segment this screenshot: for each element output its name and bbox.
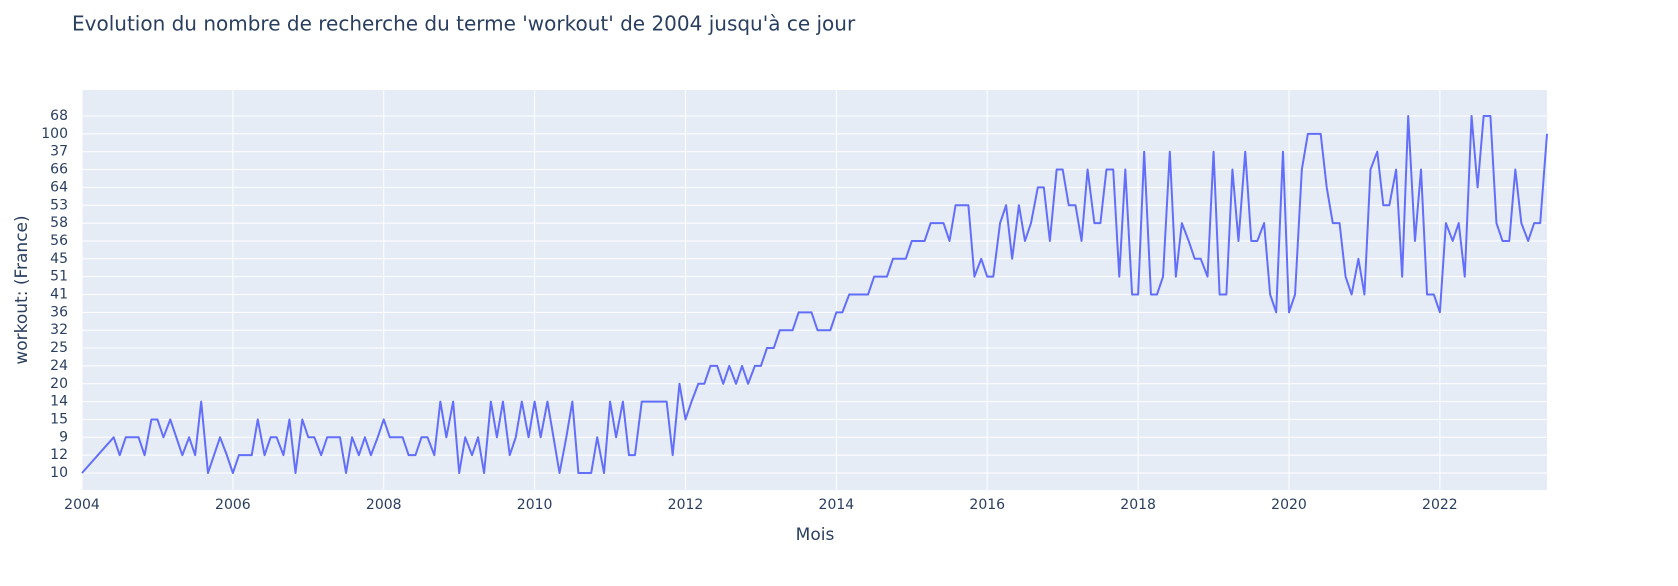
y-tick-label: 9: [59, 429, 68, 445]
y-tick-label: 20: [50, 376, 68, 392]
y-tick-label: 100: [41, 126, 68, 142]
y-tick-label: 25: [50, 340, 68, 356]
line: [81, 115, 1548, 474]
x-tick-label: 2012: [668, 497, 704, 513]
x-tick-label: 2018: [1120, 497, 1156, 513]
chart-title: Evolution du nombre de recherche du term…: [72, 12, 856, 36]
y-tick-label: 10: [50, 465, 68, 481]
y-tick-label: 58: [50, 215, 68, 231]
y-tick-label: 36: [50, 304, 68, 320]
y-tick-label: 51: [50, 269, 68, 285]
x-tick-label: 2004: [64, 497, 100, 513]
x-tick-label: 2022: [1422, 497, 1458, 513]
plot-area: [82, 90, 1547, 490]
y-tick-label: 56: [50, 233, 68, 249]
y-tick-label: 41: [50, 287, 68, 303]
y-tick-label: 12: [50, 447, 68, 463]
x-tick-label: 2006: [215, 497, 251, 513]
y-tick-label: 37: [50, 144, 68, 160]
y-tick-label: 32: [50, 322, 68, 338]
y-tick-label: 15: [50, 411, 68, 427]
y-axis-title: workout: (France): [12, 215, 32, 364]
x-axis-title: Mois: [796, 525, 835, 545]
y-tick-label: 14: [50, 394, 68, 410]
y-tick-label: 66: [50, 162, 68, 178]
y-tick-label: 45: [50, 251, 68, 267]
x-tick-label: 2008: [366, 497, 402, 513]
x-tick-label: 2010: [517, 497, 553, 513]
y-tick-label: 68: [50, 108, 68, 124]
y-tick-label: 64: [50, 179, 68, 195]
x-tick-label: 2020: [1271, 497, 1307, 513]
x-tick-label: 2014: [819, 497, 855, 513]
y-tick-label: 53: [50, 197, 68, 213]
x-tick-label: 2016: [969, 497, 1005, 513]
y-tick-label: 24: [50, 358, 68, 374]
